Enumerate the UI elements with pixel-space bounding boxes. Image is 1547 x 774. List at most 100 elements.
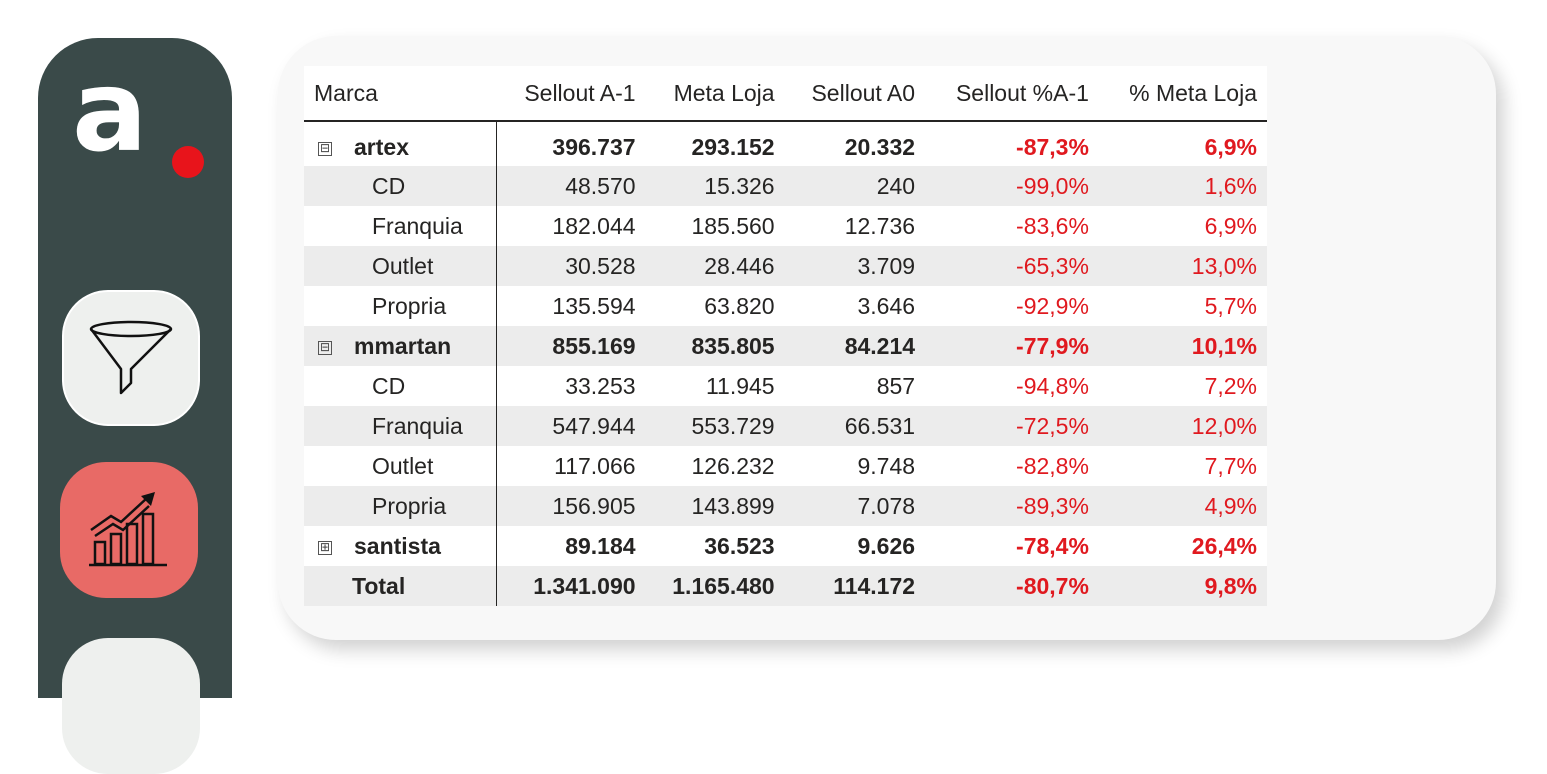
value-cell: 4,9% [1098,486,1267,526]
value-cell: 5,7% [1204,292,1257,319]
row-label: CD [372,172,406,199]
row-label: mmartan [354,332,452,359]
value-cell: 143.899 [645,486,785,526]
value-cell: 182.044 [552,212,636,239]
sales-growth-chart-icon [89,492,167,567]
sales-page-button[interactable] [60,462,198,598]
filter-funnel-icon [89,320,173,395]
table-row-group[interactable]: ⊟ artex 396.737 293.152 20.332 -87,3% 6,9% [304,121,1267,166]
value-cell: 185.560 [691,212,775,239]
value-cell: -80,7% [925,566,1099,606]
value-cell: -99,0% [925,166,1099,206]
column-header-marca[interactable]: Marca [304,66,497,122]
value-cell: -65,3% [925,246,1099,286]
value-cell: 3.646 [857,292,916,319]
value-cell: 156.905 [496,486,646,526]
table-row-child[interactable]: Propria 135.594 63.820 3.646 -92,9% 5,7% [304,286,1267,326]
table-row-child[interactable]: Outlet 30.528 28.446 3.709 -65,3% 13,0% [304,246,1267,286]
value-cell: 3.709 [784,246,926,286]
value-cell: 11.945 [705,372,775,399]
row-label: CD [372,372,406,399]
collapse-icon[interactable]: ⊟ [318,140,332,156]
nav-button-3[interactable] [62,638,200,774]
row-label-cell: Propria [304,286,497,326]
row-label: Outlet [372,252,434,279]
header-row: Marca Sellout A-1 Meta Loja Sellout A0 S… [304,66,1267,122]
logo-dot [172,146,204,178]
row-label-cell: Outlet [304,446,497,486]
row-label: artex [354,133,409,160]
value-cell: 7,2% [1204,372,1257,399]
value-cell: 12.736 [844,212,916,239]
row-label-cell: Total [304,566,497,606]
value-cell: 66.531 [784,406,926,446]
column-header-sellout-a-1[interactable]: Sellout A-1 [496,66,646,122]
value-cell: 114.172 [784,566,926,606]
table-row-group[interactable]: ⊟ mmartan 855.169 835.805 84.214 -77,9% 10,1% [304,326,1267,366]
filter-button[interactable] [62,290,200,426]
table-body: ⊟ artex 396.737 293.152 20.332 -87,3% 6,9% CD 48… [304,121,1267,606]
value-cell: -77,9% [925,326,1099,366]
value-cell: 7,7% [1204,452,1257,479]
value-cell: 855.169 [496,326,646,366]
value-cell: -78,4% [1016,532,1089,559]
column-header-pct-meta-loja[interactable]: % Meta Loja [1098,66,1267,122]
table-row-child[interactable]: Outlet 117.066 126.232 9.748 -82,8% 7,7% [304,446,1267,486]
value-cell: 547.944 [496,406,646,446]
table-row-child[interactable]: CD 33.253 11.945 857 -94,8% 7,2% [304,366,1267,406]
table-row-child[interactable]: Franquia 547.944 553.729 66.531 -72,5% 12,0% [304,406,1267,446]
value-cell: 28.446 [645,246,785,286]
value-cell: 48.570 [496,166,646,206]
value-cell: -82,8% [1016,452,1089,479]
row-label: Propria [372,492,447,519]
row-label: santista [354,532,441,559]
value-cell: -92,9% [1016,292,1089,319]
value-cell: 10,1% [1098,326,1267,366]
value-cell: 9.748 [857,452,916,479]
row-label: Franquia [372,412,463,439]
value-cell: -72,5% [925,406,1099,446]
value-cell: 20.332 [844,133,916,160]
table-row-child[interactable]: CD 48.570 15.326 240 -99,0% 1,6% [304,166,1267,206]
table-row-total[interactable]: Total 1.341.090 1.165.480 114.172 -80,7% 9,8% [304,566,1267,606]
value-cell: 63.820 [704,292,775,319]
value-cell: 553.729 [645,406,785,446]
value-cell: -83,6% [1016,212,1089,239]
row-label-cell: ⊞ santista [304,526,497,566]
value-cell: 33.253 [565,372,636,399]
row-label: Propria [372,292,447,319]
value-cell: 6,9% [1204,133,1257,160]
value-cell: 15.326 [645,166,785,206]
row-label-cell: Propria [304,486,497,526]
column-header-meta-loja[interactable]: Meta Loja [645,66,785,122]
row-label: Franquia [372,212,463,239]
value-cell: 135.594 [552,292,636,319]
table-row-child[interactable]: Franquia 182.044 185.560 12.736 -83,6% 6,9% [304,206,1267,246]
value-cell: 84.214 [784,326,926,366]
value-cell: -87,3% [1016,133,1089,160]
row-label-cell: Franquia [304,406,497,446]
collapse-icon[interactable]: ⊟ [318,339,332,355]
brand-logo: a [72,56,204,188]
value-cell: -89,3% [925,486,1099,526]
value-cell: 89.184 [565,532,636,559]
value-cell: 26,4% [1191,532,1257,559]
value-cell: 7.078 [784,486,926,526]
expand-icon[interactable]: ⊞ [318,539,332,555]
value-cell: 857 [876,372,916,399]
row-label-cell: CD [304,366,497,406]
value-cell: 1,6% [1098,166,1267,206]
value-cell: 13,0% [1098,246,1267,286]
row-label-cell: Outlet [304,246,497,286]
column-header-sellout-pct-a-1[interactable]: Sellout %A-1 [925,66,1099,122]
value-cell: -94,8% [1016,372,1089,399]
value-cell: 1.341.090 [496,566,646,606]
table-row-group[interactable]: ⊞ santista 89.184 36.523 9.626 -78,4% 26,4% [304,526,1267,566]
column-header-sellout-a0[interactable]: Sellout A0 [784,66,926,122]
row-label: Total [352,572,406,599]
row-label: Outlet [372,452,434,479]
row-label-cell: Franquia [304,206,497,246]
value-cell: 6,9% [1204,212,1257,239]
value-cell: 117.066 [554,452,636,479]
table-row-child[interactable]: Propria 156.905 143.899 7.078 -89,3% 4,9% [304,486,1267,526]
